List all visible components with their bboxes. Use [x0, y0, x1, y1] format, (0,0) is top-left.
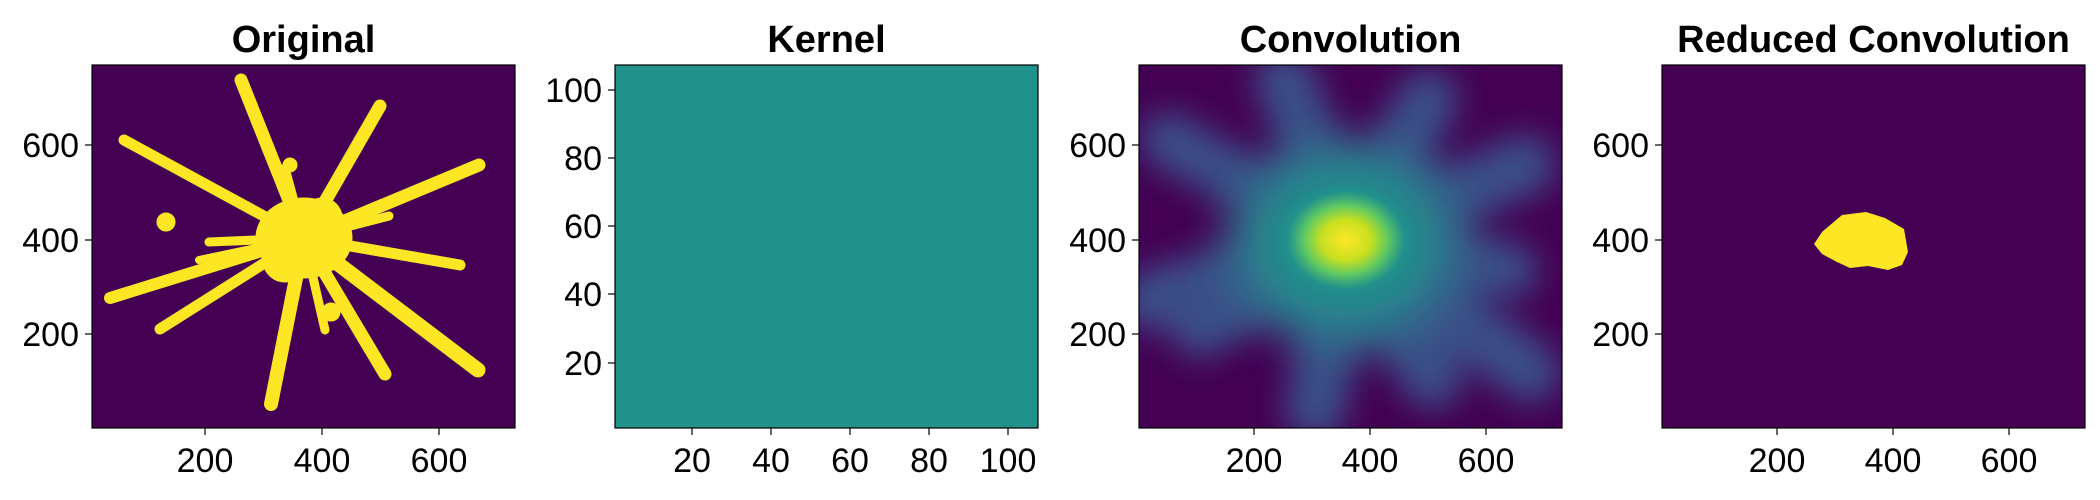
x-tick-label: 100 [980, 442, 1037, 480]
plot-frame-original [91, 64, 516, 429]
x-tick-label: 200 [177, 442, 234, 480]
x-tick-label: 600 [1458, 442, 1515, 480]
reduced-blob [1814, 212, 1908, 270]
panel-title-original: Original [232, 19, 376, 61]
ticks-convolution [1132, 144, 1487, 435]
x-tick-label: 400 [1342, 442, 1399, 480]
convolution-peak [1276, 182, 1416, 298]
y-tick-label: 60 [564, 208, 602, 246]
x-tick-label: 80 [910, 442, 948, 480]
y-tick-label: 20 [564, 345, 602, 383]
x-tick-label: 20 [673, 442, 711, 480]
x-tick-label: 40 [752, 442, 790, 480]
x-tick-label: 200 [1749, 442, 1806, 480]
splatter-shape [104, 73, 486, 411]
kernel-fill [615, 65, 1038, 428]
ticks-reduced [1655, 144, 2010, 435]
y-tick-label: 40 [564, 276, 602, 314]
ticks-kernel [608, 89, 1009, 435]
panel-title-convolution: Convolution [1240, 19, 1462, 61]
x-tick-label: 600 [411, 442, 468, 480]
convolution-heatmap [1139, 65, 1560, 428]
y-tick-label: 400 [1592, 222, 1649, 260]
x-tick-label: 200 [1226, 442, 1283, 480]
x-tick-label: 600 [1981, 442, 2038, 480]
panel-reduced-convolution: Reduced Convolution 200 400 600 200 400 … [1592, 19, 2086, 480]
plot-frame-kernel [614, 64, 1039, 429]
ticks-original [85, 144, 440, 435]
y-tick-label: 200 [1069, 316, 1126, 354]
panel-original: Original [22, 19, 516, 480]
panel-kernel: Kernel 20 40 60 80 100 20 40 60 80 100 [545, 19, 1039, 480]
y-tick-label: 200 [22, 316, 79, 354]
plot-frame-convolution [1138, 64, 1563, 429]
y-tick-label: 600 [1592, 127, 1649, 165]
panel-convolution: Convolution [1069, 19, 1563, 480]
y-tick-label: 80 [564, 140, 602, 178]
x-tick-label: 400 [294, 442, 351, 480]
y-tick-label: 400 [1069, 222, 1126, 260]
plot-frame-reduced [1661, 64, 2086, 429]
x-tick-label: 60 [831, 442, 869, 480]
y-tick-label: 400 [22, 222, 79, 260]
y-tick-label: 100 [545, 72, 602, 110]
panel-title-reduced-convolution: Reduced Convolution [1677, 19, 2070, 61]
y-tick-label: 200 [1592, 316, 1649, 354]
panel-title-kernel: Kernel [767, 19, 885, 61]
x-tick-label: 400 [1865, 442, 1922, 480]
y-tick-label: 600 [1069, 127, 1126, 165]
y-tick-label: 600 [22, 127, 79, 165]
